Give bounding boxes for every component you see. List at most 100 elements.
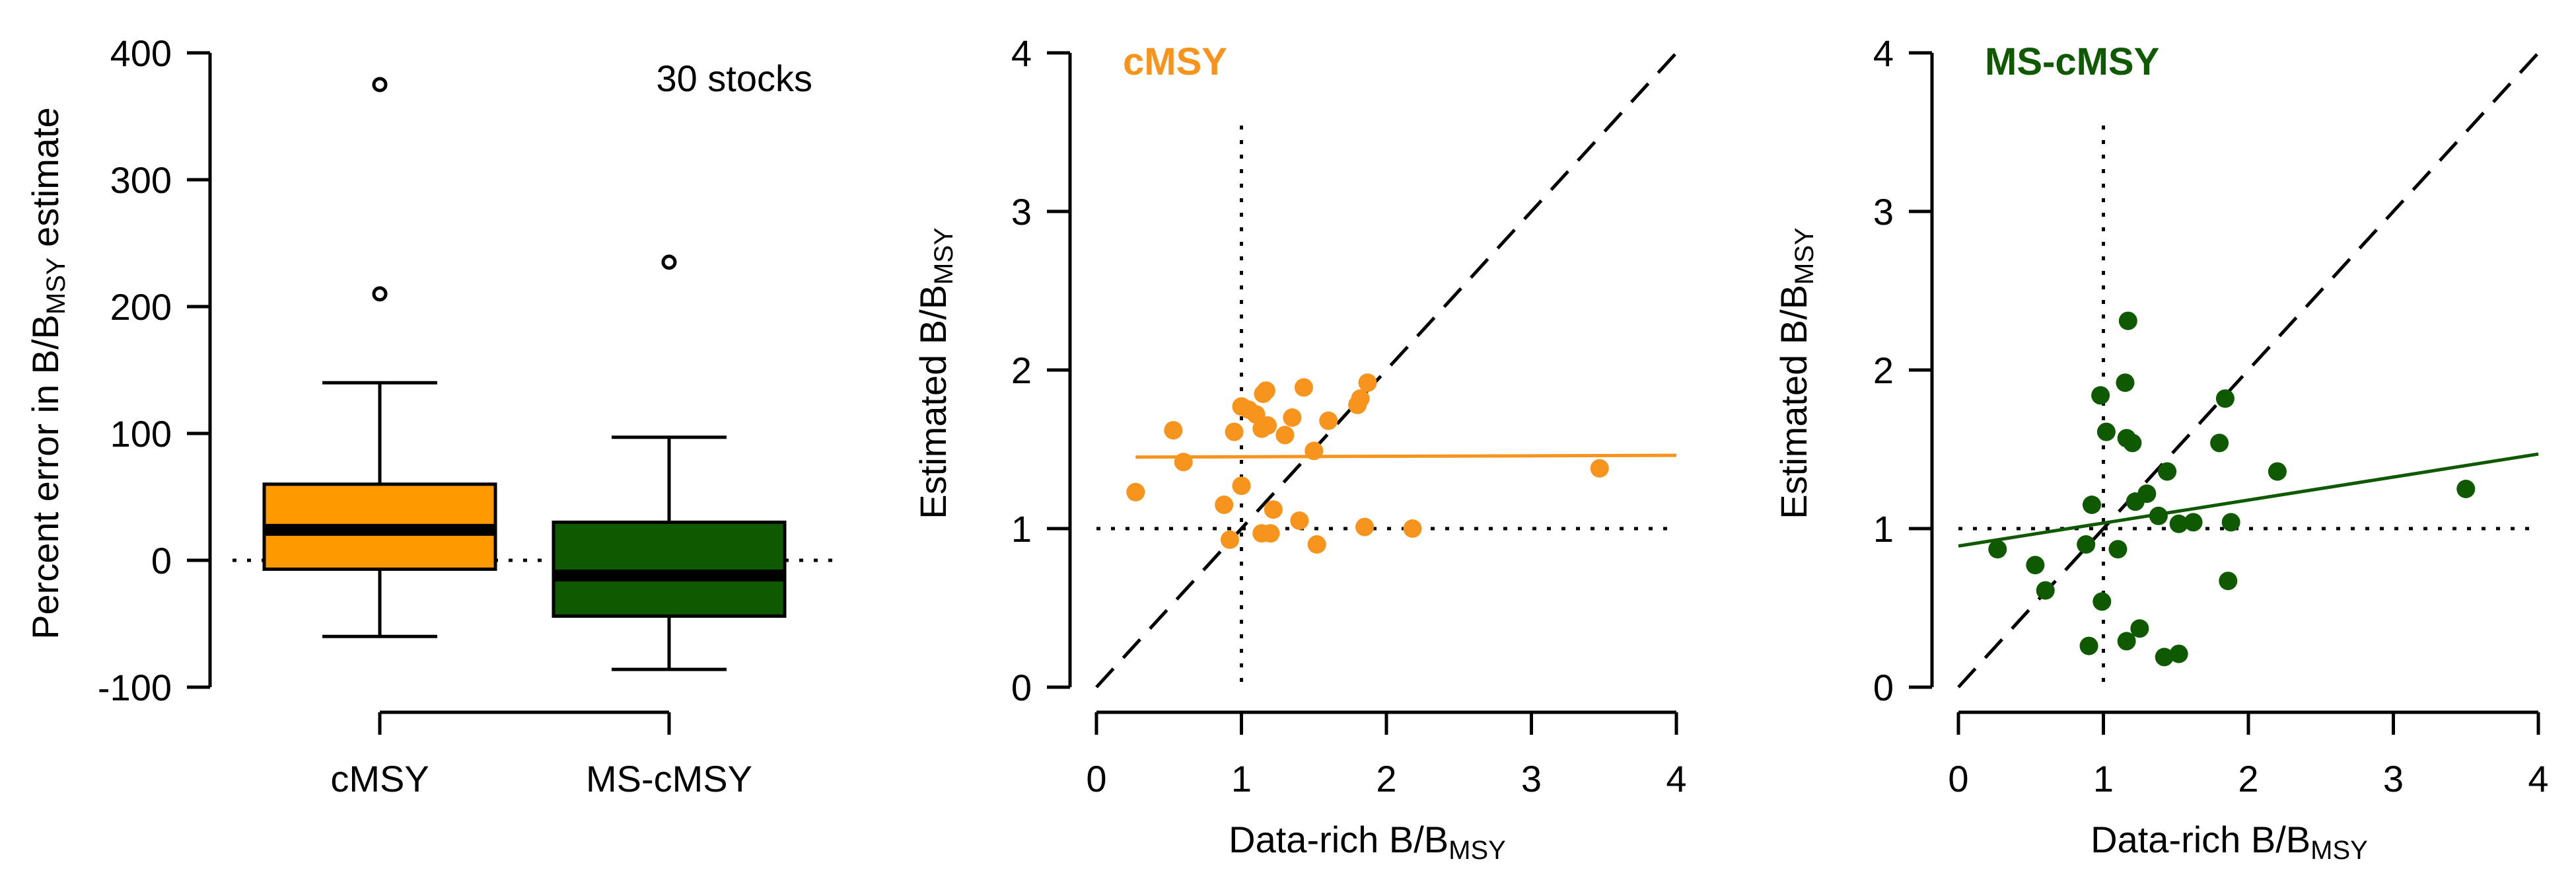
cmsy-x-tick-label: 0 [1086, 758, 1106, 799]
cmsy-x-tick-label: 1 [1231, 758, 1252, 799]
boxplot-x-tick-label: MS-cMSY [586, 758, 752, 799]
cmsy-data-point [1319, 411, 1338, 430]
cmsy-data-point [1220, 530, 1239, 549]
cmsy-data-point [1351, 389, 1370, 408]
boxplot-y-tick-label: 200 [110, 286, 172, 328]
ms-cmsy-y-axis-title: Estimated B/BMSY [1773, 227, 1819, 519]
cmsy-data-point [1590, 459, 1609, 478]
ms-cmsy-data-point [2118, 311, 2137, 330]
boxplot-y-title-subscript: MSY [42, 257, 71, 315]
ms-cmsy-data-point [2137, 484, 2157, 503]
ms-cmsy-axes: 0 1 2 3 4 0 1 2 3 4 [1873, 32, 2549, 799]
ms-cmsy-data-point [2268, 462, 2287, 481]
ms-cmsy-data-point [2091, 386, 2110, 405]
ms-cmsy-marks [1957, 52, 2540, 688]
cmsy-data-point [1283, 408, 1302, 427]
ms-cmsy-data-point [2184, 513, 2203, 532]
cmsy-y-tick-label: 1 [1011, 508, 1032, 550]
ms-cmsy-data-point [2221, 513, 2240, 532]
ms-cmsy-x-axis-title: Data-rich B/BMSY [2091, 819, 2368, 865]
ms-cmsy-data-point [2169, 644, 2188, 663]
ms-cmsy-data-point [2210, 433, 2229, 453]
ms-cmsy-data-point [1988, 540, 2007, 559]
ms-cmsy-x-tick-label: 3 [2383, 758, 2404, 799]
cmsy-data-point [1164, 421, 1183, 440]
cmsy-fit-line [1135, 453, 1677, 459]
ms-cmsy-data-point [2169, 514, 2188, 533]
cmsy-scatter-panel: cMSY Data-rich B/BMSY Estimated B/BMSY 0… [912, 32, 1687, 865]
stock-count-annotation: 30 stocks [656, 57, 812, 99]
ms-cmsy-fit-line [1958, 452, 2539, 548]
boxplot-marks [233, 77, 838, 671]
cmsy-axes: 0 1 2 3 4 0 1 2 3 4 [1011, 32, 1687, 799]
cmsy-data-point [1307, 535, 1326, 554]
ms-cmsy-y-tick-label: 2 [1873, 350, 1894, 391]
cmsy-data-point [1290, 511, 1309, 530]
ms-cmsy-data-point [2215, 389, 2235, 408]
ms-cmsy-x-title-prefix: Data-rich B/B [2091, 819, 2310, 860]
cmsy-data-point [1225, 422, 1244, 441]
ms-cmsy-y-tick-label: 4 [1873, 32, 1894, 74]
cmsy-x-title-subscript: MSY [1449, 836, 1506, 865]
ms-cmsy-data-point [2077, 535, 2096, 554]
boxplot-y-tick-label: 100 [110, 413, 172, 455]
cmsy-y-title-prefix: Estimated B/B [912, 285, 954, 519]
boxplot-y-title-suffix: estimate [24, 107, 66, 257]
cmsy-data-point [1215, 496, 1234, 514]
ms-cmsy-y-tick-label: 3 [1873, 191, 1894, 233]
ms-cmsy-data-point [2036, 581, 2055, 600]
ms-cmsy-panel-title: MS-cMSY [1985, 40, 2159, 83]
boxplot-y-tick-label: 400 [110, 32, 172, 74]
cmsy-one-to-one-line [1095, 52, 1678, 688]
ms-cmsy-y-tick-label: 0 [1873, 667, 1894, 708]
ms-cmsy-data-point [2096, 422, 2116, 441]
cmsy-data-point [1358, 373, 1377, 392]
ms-cmsy-data-point [2158, 462, 2177, 481]
ms-cmsy-data-point [2082, 496, 2101, 514]
cmsy-data-point [1256, 381, 1275, 400]
boxplot-x-tick-label: cMSY [330, 758, 429, 799]
cmsy-y-tick-label: 0 [1011, 667, 1032, 708]
cmsy-data-point [1294, 378, 1313, 397]
ms-cmsy-x-tick-label: 4 [2528, 758, 2548, 799]
cmsy-data-point [1246, 405, 1266, 424]
cmsy-data-point [1403, 519, 1422, 538]
cmsy-data-point [1261, 524, 1280, 543]
cmsy-marks [1095, 52, 1678, 688]
cmsy-y-title-subscript: MSY [929, 227, 958, 285]
ms-cmsy-data-point [2026, 556, 2045, 575]
cmsy-y-tick-label: 3 [1011, 191, 1032, 233]
ms-cmsy-x-tick-label: 0 [1948, 758, 1968, 799]
ms-cmsy-data-point [2456, 480, 2476, 498]
cmsy-x-tick-label: 4 [1666, 758, 1686, 799]
ms-cmsy-data-point [2108, 540, 2128, 559]
boxplot-y-axis-title: Percent error in B/BMSY estimate [24, 107, 71, 640]
ms-cmsy-data-point [2117, 632, 2136, 651]
cmsy-x-tick-label: 3 [1521, 758, 1542, 799]
ms-cmsy-data-point [2079, 636, 2098, 655]
ms-cmsy-data-point [2155, 648, 2174, 667]
ms-cmsy-y-tick-label: 1 [1873, 508, 1894, 550]
cmsy-y-tick-label: 2 [1011, 350, 1032, 391]
boxplot-axes: -100 0 100 200 300 400 cMSY MS-cMSY [98, 32, 752, 799]
box-ms-cmsy [552, 520, 787, 618]
cmsy-data-point [1232, 476, 1251, 496]
ms-cmsy-one-to-one-line [1957, 52, 2540, 688]
cmsy-x-title-prefix: Data-rich B/B [1229, 819, 1449, 860]
ms-cmsy-x-tick-label: 1 [2093, 758, 2114, 799]
boxplot-y-tick-label: 0 [151, 540, 172, 581]
outlier-point [661, 254, 677, 270]
boxplot-y-title-prefix: Percent error in B/B [24, 315, 66, 640]
ms-cmsy-x-title-subscript: MSY [2310, 836, 2368, 865]
ms-cmsy-data-point [2219, 572, 2238, 591]
cmsy-data-point [1355, 517, 1375, 537]
boxplot-y-tick-label: -100 [98, 667, 172, 708]
cmsy-x-tick-label: 2 [1376, 758, 1396, 799]
outlier-point [372, 286, 388, 302]
cmsy-y-axis-title: Estimated B/BMSY [912, 227, 958, 519]
ms-cmsy-y-title-subscript: MSY [1790, 227, 1819, 285]
outlier-point [372, 77, 388, 93]
cmsy-data-point [1126, 482, 1145, 502]
cmsy-data-point [1264, 500, 1283, 519]
